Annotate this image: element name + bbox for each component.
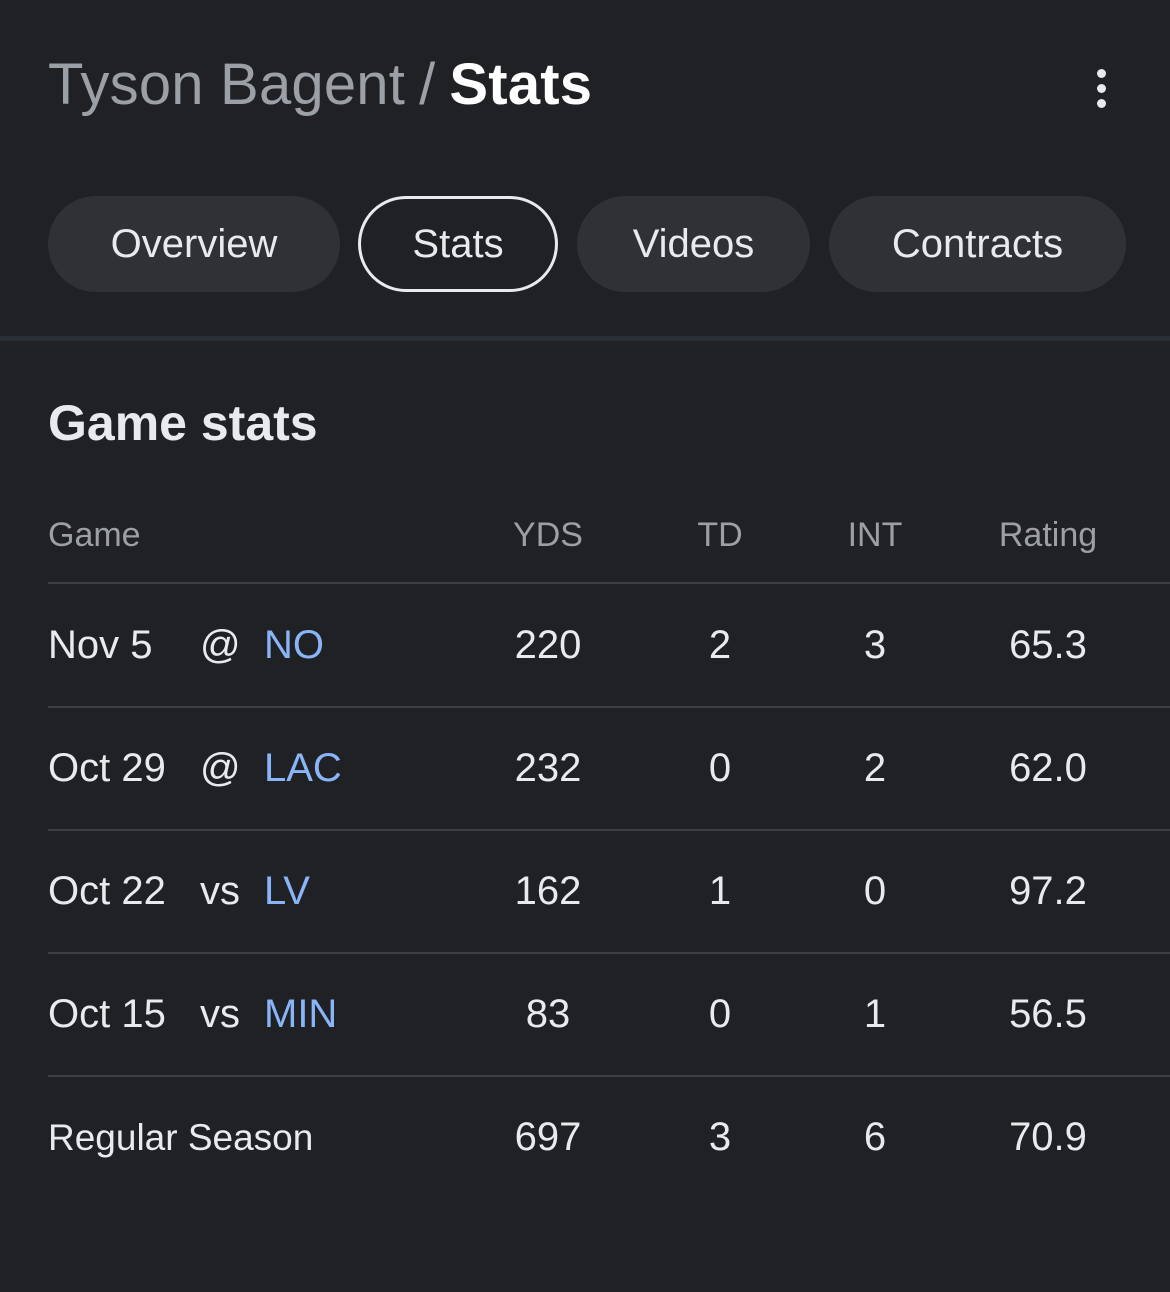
column-header-td: TD [697,515,743,554]
page-title: Stats [449,51,593,117]
stat-int: 3 [863,623,887,667]
table-row: Oct 22 vs LV 162 1 0 97.2 [48,831,1170,954]
table-row: Nov 5 @ NO 220 2 3 65.3 [48,585,1170,708]
stat-yds: 220 [514,623,582,667]
stat-int: 6 [863,1115,887,1159]
table-row-total: Regular Season 697 3 6 70.9 [48,1077,1170,1198]
stat-td: 3 [708,1115,732,1159]
table-row: Oct 15 vs MIN 83 0 1 56.5 [48,954,1170,1077]
kebab-dot [1096,98,1106,108]
tab-overview[interactable]: Overview [48,196,340,292]
table-header: Game YDS TD INT Rating [48,500,1170,584]
stat-yds: 83 [525,992,571,1036]
more-vert-icon[interactable] [1080,62,1122,114]
stat-yds: 232 [514,746,582,790]
column-header-int: INT [847,515,903,554]
stat-td: 1 [708,869,732,913]
breadcrumb-player-name[interactable]: Tyson Bagent [48,51,406,117]
game-location: @ [200,746,241,790]
table-row: Oct 29 @ LAC 232 0 2 62.0 [48,708,1170,831]
game-date: Oct 22 [48,869,166,913]
opponent-link[interactable]: NO [264,623,324,667]
opponent-link[interactable]: LV [264,869,310,913]
breadcrumb-separator: / [419,51,436,117]
game-date: Oct 29 [48,746,166,790]
stat-yds: 697 [514,1115,582,1159]
kebab-dot [1096,83,1106,93]
stat-td: 2 [708,623,732,667]
column-header-yds: YDS [513,515,583,554]
season-total-label: Regular Season [48,1116,314,1158]
breadcrumb: Tyson Bagent / Stats [48,48,592,120]
stat-rating: 65.3 [1009,623,1087,667]
opponent-link[interactable]: LAC [264,746,342,790]
kebab-dot [1096,68,1106,78]
stat-int: 0 [863,869,887,913]
stat-rating: 56.5 [1009,992,1087,1036]
column-header-rating: Rating [998,515,1098,554]
tab-divider [0,336,1170,341]
game-date: Oct 15 [48,992,166,1036]
tab-stats[interactable]: Stats [358,196,558,292]
stat-td: 0 [708,992,732,1036]
stat-int: 2 [863,746,887,790]
stat-yds: 162 [514,869,582,913]
tab-contracts[interactable]: Contracts [829,196,1126,292]
game-location: vs [200,869,240,913]
section-title-game-stats: Game stats [48,395,318,451]
stat-td: 0 [708,746,732,790]
stat-int: 1 [863,992,887,1036]
game-location: vs [200,992,240,1036]
opponent-link[interactable]: MIN [264,992,338,1036]
tab-videos[interactable]: Videos [577,196,810,292]
stat-rating: 70.9 [1009,1115,1087,1159]
column-header-game: Game [48,515,141,554]
stat-rating: 97.2 [1009,869,1087,913]
game-location: @ [200,623,241,667]
game-date: Nov 5 [48,623,153,667]
stat-rating: 62.0 [1009,746,1087,790]
